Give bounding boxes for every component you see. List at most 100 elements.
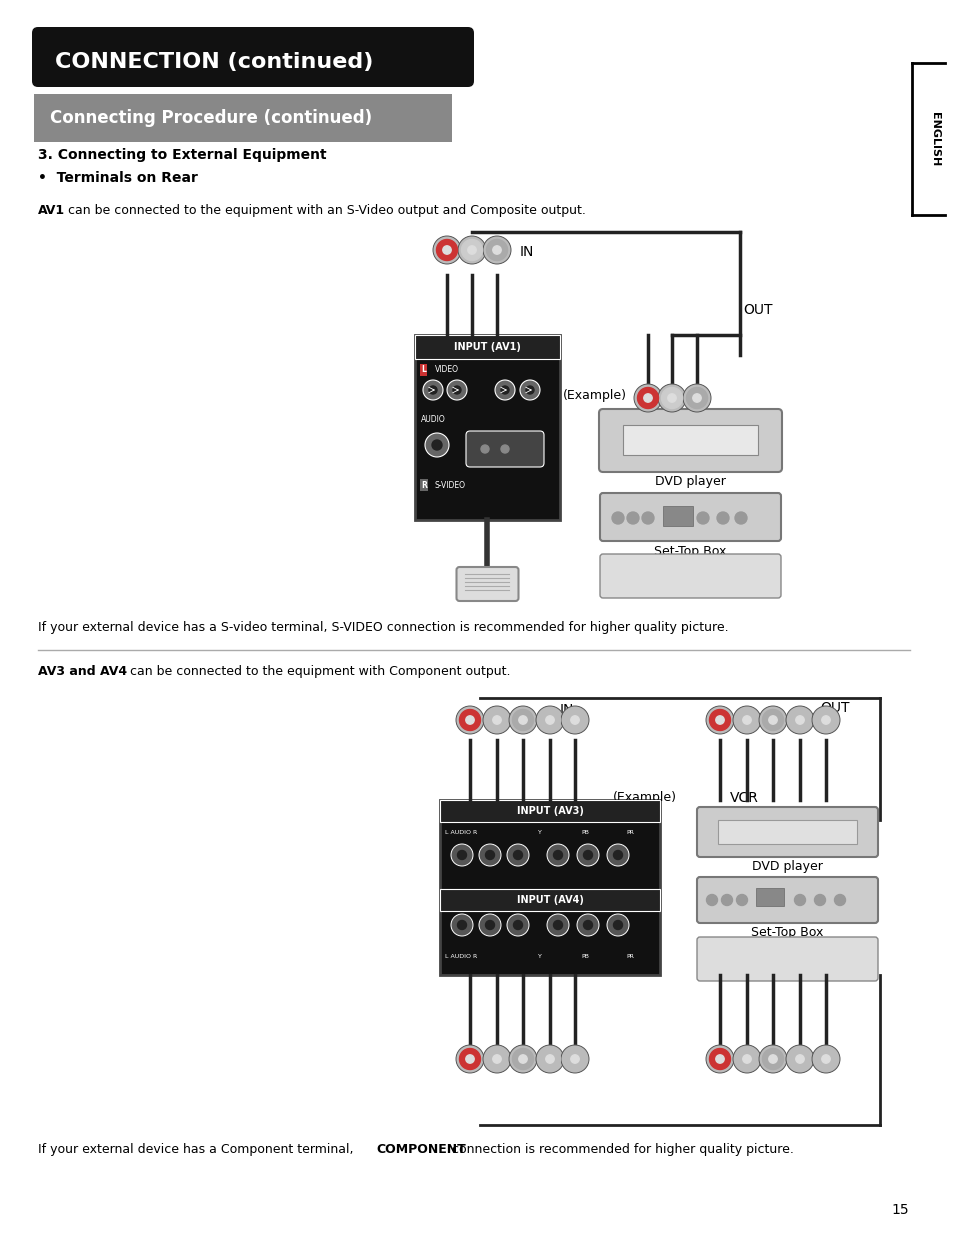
Circle shape [613,920,622,930]
Text: can be connected to the equipment with Component output.: can be connected to the equipment with C… [126,666,510,678]
Circle shape [660,388,681,409]
Circle shape [742,1055,750,1063]
Circle shape [518,716,527,724]
Circle shape [478,914,500,936]
Text: If your external device has a S-video terminal, S-VIDEO connection is recommende: If your external device has a S-video te… [38,621,728,635]
Circle shape [697,513,708,524]
FancyBboxPatch shape [718,820,856,844]
Circle shape [570,716,578,724]
FancyBboxPatch shape [599,493,781,541]
Circle shape [709,1049,730,1070]
Text: L AUDIO R: L AUDIO R [444,955,476,960]
Circle shape [613,851,622,860]
Circle shape [509,706,537,734]
Circle shape [459,1049,480,1070]
Circle shape [785,706,813,734]
FancyBboxPatch shape [415,335,559,359]
Text: IN: IN [519,245,534,259]
Circle shape [658,384,685,412]
Circle shape [811,706,840,734]
Circle shape [509,1045,537,1073]
Circle shape [736,894,747,905]
Circle shape [485,920,494,930]
Circle shape [506,914,529,936]
Circle shape [715,1055,723,1063]
Text: 15: 15 [890,1203,908,1216]
Circle shape [457,920,466,930]
Text: DVD player: DVD player [751,861,822,873]
Text: Y: Y [537,830,541,836]
Circle shape [553,920,562,930]
Text: IN: IN [559,703,574,718]
Circle shape [482,236,511,264]
Circle shape [795,716,803,724]
Circle shape [482,1045,511,1073]
Text: AV3 and AV4: AV3 and AV4 [38,666,127,678]
Circle shape [789,1049,810,1070]
FancyBboxPatch shape [415,335,559,520]
Circle shape [759,1045,786,1073]
Text: INPUT (AV3): INPUT (AV3) [516,806,583,816]
Circle shape [512,709,533,730]
Text: PR: PR [625,830,634,836]
Circle shape [709,709,730,730]
Text: VCR: VCR [729,790,758,805]
FancyBboxPatch shape [662,506,692,526]
Circle shape [456,706,483,734]
Circle shape [465,1055,474,1063]
Circle shape [500,387,509,394]
Circle shape [433,236,460,264]
Circle shape [577,844,598,866]
FancyBboxPatch shape [32,27,474,86]
Circle shape [736,709,757,730]
Circle shape [536,1045,563,1073]
Circle shape [564,1049,585,1070]
FancyBboxPatch shape [439,800,659,823]
Circle shape [539,1049,560,1070]
Circle shape [732,1045,760,1073]
Circle shape [734,513,746,524]
Circle shape [456,1045,483,1073]
Circle shape [768,1055,777,1063]
Circle shape [789,709,810,730]
Text: CONNECTION (continued): CONNECTION (continued) [55,52,373,72]
Circle shape [560,1045,588,1073]
Circle shape [643,394,652,403]
Circle shape [795,1055,803,1063]
Text: Set-Top Box: Set-Top Box [751,926,822,940]
Circle shape [570,1055,578,1063]
FancyBboxPatch shape [697,937,877,981]
Circle shape [815,1049,836,1070]
Circle shape [506,844,529,866]
Text: INPUT (AV4): INPUT (AV4) [516,895,583,905]
Circle shape [583,920,592,930]
Circle shape [500,445,509,453]
Circle shape [577,914,598,936]
FancyBboxPatch shape [34,94,452,142]
Circle shape [486,709,507,730]
Circle shape [459,709,480,730]
Circle shape [811,1045,840,1073]
Circle shape [641,513,654,524]
Circle shape [453,387,460,394]
Circle shape [429,387,436,394]
Circle shape [495,380,515,400]
Text: L AUDIO R: L AUDIO R [444,830,476,836]
Text: AV1: AV1 [38,204,65,216]
Circle shape [834,894,844,905]
Circle shape [821,1055,829,1063]
Circle shape [583,851,592,860]
Circle shape [692,394,700,403]
Circle shape [715,716,723,724]
FancyBboxPatch shape [465,431,543,467]
Circle shape [759,706,786,734]
Circle shape [705,1045,733,1073]
Circle shape [461,240,482,261]
Text: COMPONENT: COMPONENT [375,1144,465,1156]
Circle shape [720,894,732,905]
Circle shape [493,716,500,724]
Circle shape [732,706,760,734]
Text: INPUT (AV1): INPUT (AV1) [454,342,520,352]
Text: 3. Connecting to External Equipment: 3. Connecting to External Equipment [38,148,326,162]
Circle shape [705,706,733,734]
